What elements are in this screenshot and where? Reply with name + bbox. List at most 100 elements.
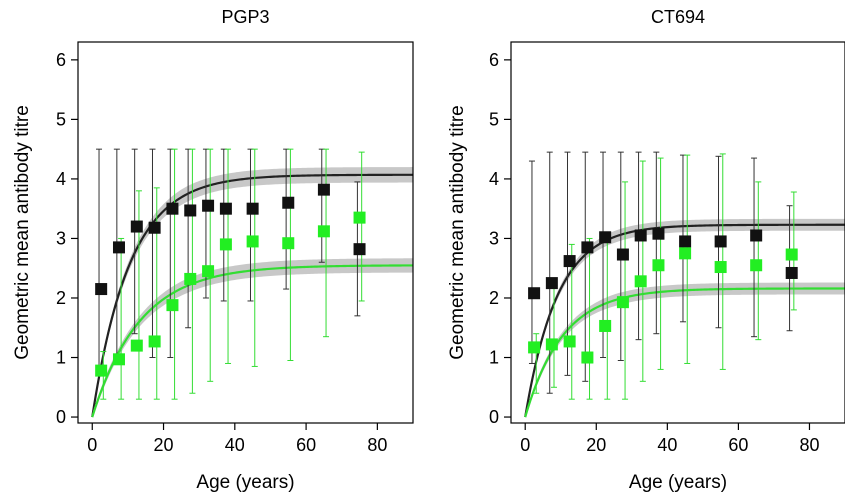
data-point [528, 287, 541, 300]
error-bar [604, 237, 611, 400]
error-bar [287, 148, 294, 361]
plot-frame [77, 41, 414, 424]
y-tick-label: 5 [56, 109, 66, 129]
data-point [317, 183, 330, 196]
confidence-band [525, 282, 845, 418]
error-bar [113, 148, 120, 364]
panel-ct694: CT694 Age (years) Geometric mean antibod… [447, 7, 845, 493]
y-tick-label: 2 [56, 288, 66, 308]
x-axis-title: Age (years) [196, 472, 294, 493]
data-point [317, 225, 330, 238]
error-bar [622, 181, 629, 400]
data-point [581, 351, 594, 364]
error-bar [639, 160, 646, 382]
data-point [112, 353, 125, 366]
data-point [246, 235, 259, 248]
data-point [714, 235, 727, 248]
data-point [634, 229, 647, 242]
data-point [563, 335, 576, 348]
y-tick-label: 0 [56, 407, 66, 427]
y-axis: 0 1 2 3 4 5 6 [489, 50, 511, 427]
data-point [679, 235, 692, 248]
y-tick-label: 5 [489, 109, 499, 129]
y-tick-label: 1 [56, 348, 66, 368]
fitted-curve [524, 287, 845, 418]
fitted-curve [91, 264, 413, 418]
data-point [282, 196, 295, 209]
x-tick-label: 40 [225, 435, 245, 455]
y-tick-label: 2 [489, 288, 499, 308]
y-axis-title: Geometric mean antibody titre [12, 105, 33, 360]
error-bar [586, 237, 593, 400]
data-point [545, 277, 558, 290]
x-tick-label: 20 [586, 435, 606, 455]
data-point [166, 299, 179, 312]
data-point [202, 265, 215, 278]
data-point [714, 261, 727, 274]
x-tick-label: 60 [728, 435, 748, 455]
plot-content [91, 167, 413, 418]
y-tick-label: 4 [56, 169, 66, 189]
error-bar [751, 157, 758, 338]
data-point [652, 227, 665, 240]
error-bar [149, 148, 156, 359]
y-axis: 0 1 2 3 4 5 6 [56, 50, 78, 427]
plot-frame [510, 41, 845, 424]
error-bar [653, 151, 660, 335]
fitted-curve [91, 173, 413, 418]
data-point [282, 237, 295, 250]
data-point [112, 241, 125, 254]
data-point [652, 259, 665, 272]
data-point [184, 204, 197, 217]
data-point [599, 319, 612, 332]
data-point [750, 229, 763, 242]
data-point [581, 241, 594, 254]
error-bar [131, 148, 138, 335]
error-bar [546, 151, 553, 394]
confidence-band [92, 258, 413, 418]
data-point [246, 202, 259, 215]
x-tick-label: 0 [520, 435, 530, 455]
x-tick-label: 80 [799, 435, 819, 455]
panel-title: CT694 [651, 7, 705, 27]
error-bar [171, 148, 178, 400]
error-bar [582, 151, 589, 382]
panel-title: PGP3 [221, 7, 269, 27]
y-axis-title: Geometric mean antibody titre [447, 105, 468, 360]
error-bar [528, 160, 535, 364]
data-point [202, 199, 215, 212]
data-point [599, 231, 612, 244]
data-point [95, 364, 108, 377]
data-point [219, 202, 232, 215]
error-bar [358, 151, 365, 302]
data-point [679, 247, 692, 260]
x-tick-label: 0 [87, 435, 97, 455]
data-point [219, 238, 232, 251]
error-bar [118, 237, 125, 400]
error-bar [185, 148, 192, 329]
data-point [528, 341, 541, 354]
panel-pgp3: PGP3 Age (years) Geometric mean antibody… [12, 7, 414, 493]
data-point [785, 266, 798, 279]
error-bar [568, 243, 575, 400]
x-tick-label: 20 [154, 435, 174, 455]
data-point [634, 275, 647, 288]
error-bar [167, 148, 174, 359]
data-point [130, 339, 143, 352]
data-point [353, 243, 366, 256]
data-point [616, 296, 629, 309]
data-point [785, 248, 798, 261]
data-point [353, 211, 366, 224]
y-tick-label: 0 [489, 407, 499, 427]
data-point [750, 259, 763, 272]
y-tick-label: 6 [56, 50, 66, 70]
error-bar [323, 148, 330, 338]
x-tick-label: 40 [657, 435, 677, 455]
fitted-curve [524, 223, 845, 418]
y-tick-label: 3 [56, 228, 66, 248]
data-point [563, 255, 576, 268]
x-tick-label: 80 [367, 435, 387, 455]
